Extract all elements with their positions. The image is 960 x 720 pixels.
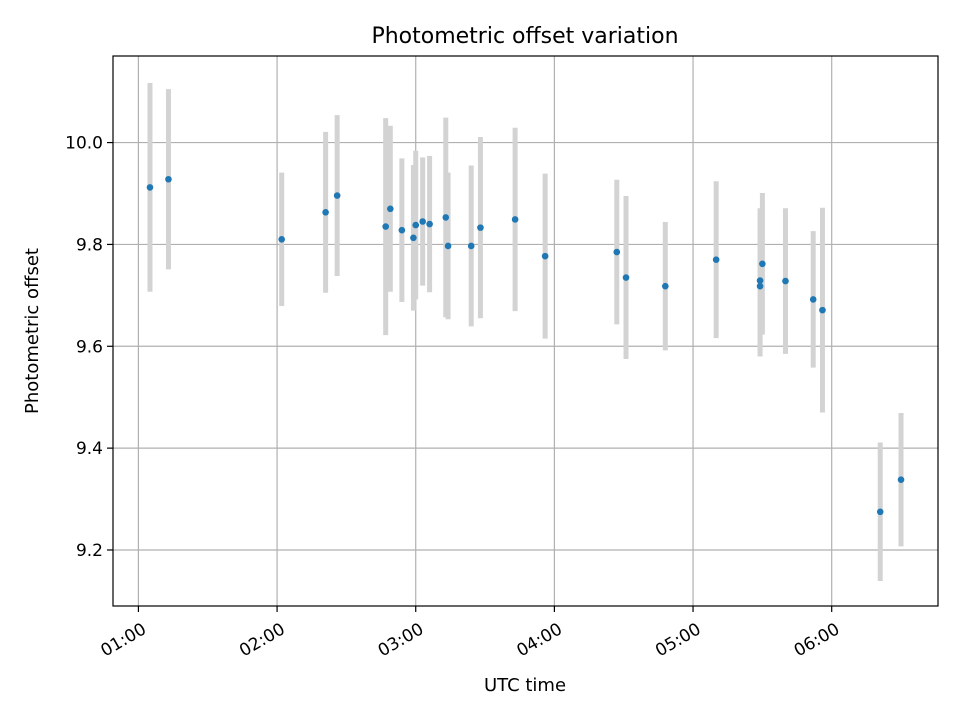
data-point xyxy=(756,277,764,284)
y-axis-ticks: 9.2 9.4 9.6 9.8 10.0 xyxy=(65,134,113,561)
y-axis-label: Photometric offset xyxy=(22,248,43,414)
data-point xyxy=(382,223,389,230)
data-point xyxy=(712,256,720,264)
chart-title: Photometric offset variation xyxy=(371,24,678,49)
data-point xyxy=(819,306,826,314)
data-point xyxy=(442,214,450,221)
y-tick-label: 10.0 xyxy=(65,134,103,154)
plot-frame xyxy=(112,55,939,607)
data-point xyxy=(756,282,764,290)
data-point xyxy=(622,274,630,281)
data-point xyxy=(444,242,452,250)
data-point xyxy=(322,209,329,216)
data-point xyxy=(809,296,817,303)
data-point xyxy=(333,192,341,199)
data-point xyxy=(165,175,172,183)
data-point xyxy=(467,242,475,250)
data-point xyxy=(398,226,406,234)
data-point xyxy=(541,252,549,260)
data-point xyxy=(412,221,420,229)
data-point xyxy=(419,218,426,225)
data-point xyxy=(897,476,905,484)
data-point xyxy=(613,248,621,256)
data-point xyxy=(759,260,766,268)
y-tick-label: 9.8 xyxy=(76,235,103,255)
data-point xyxy=(426,220,433,228)
data-point xyxy=(410,234,417,242)
data-point xyxy=(387,205,394,213)
data-point xyxy=(782,277,789,285)
data-point xyxy=(662,282,669,290)
data-point xyxy=(876,508,884,516)
data-point xyxy=(146,184,154,191)
y-tick-label: 9.6 xyxy=(76,337,103,357)
data-point xyxy=(477,224,484,231)
grid-lines xyxy=(113,56,938,606)
y-tick-label: 9.2 xyxy=(76,541,103,561)
x-axis-label: UTC time xyxy=(484,675,566,696)
data-points xyxy=(146,175,905,516)
y-tick-label: 9.4 xyxy=(76,439,103,459)
data-point xyxy=(278,236,285,243)
data-point xyxy=(511,216,519,223)
